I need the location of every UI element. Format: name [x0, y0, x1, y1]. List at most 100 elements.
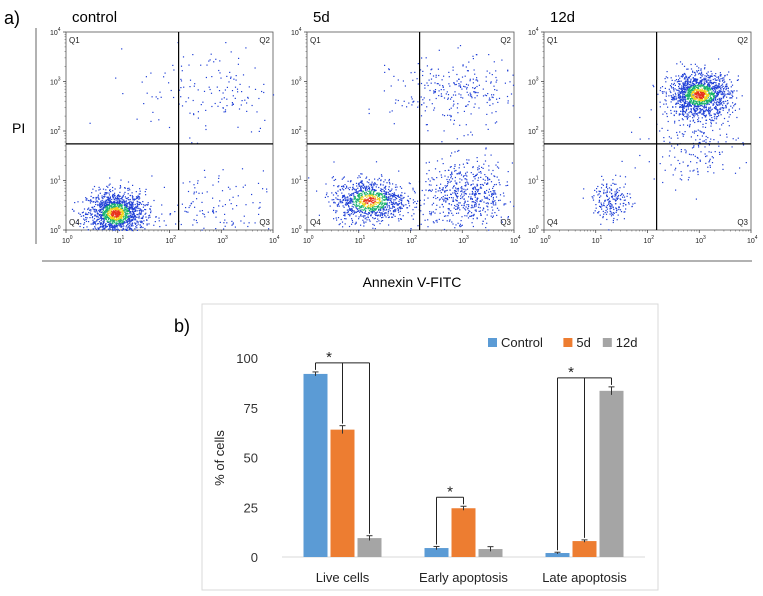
scatter-point	[344, 212, 346, 214]
scatter-point	[115, 225, 117, 227]
scatter-point	[84, 213, 87, 216]
scatter-point	[469, 92, 471, 94]
scatter-point	[675, 110, 677, 112]
scatter-point	[714, 79, 717, 81]
scatter-point	[705, 86, 707, 88]
scatter-point	[341, 200, 343, 202]
scatter-point	[688, 96, 690, 98]
scatter-point	[218, 69, 220, 72]
scatter-point	[85, 220, 88, 222]
scatter-point	[108, 206, 111, 208]
scatter-point	[351, 219, 353, 222]
scatter-point	[374, 213, 376, 215]
scatter-point	[489, 99, 491, 101]
scatter-point	[139, 224, 141, 226]
scatter-point	[106, 221, 108, 223]
scatter-point	[370, 204, 373, 206]
scatter-point	[429, 180, 431, 182]
scatter-point	[380, 204, 383, 206]
scatter-point	[145, 204, 147, 206]
scatter-point	[688, 105, 690, 107]
scatter-point	[112, 220, 114, 222]
scatter-point	[687, 85, 689, 87]
scatter-point	[495, 164, 497, 166]
scatter-point	[114, 222, 116, 224]
scatter-point	[492, 202, 494, 204]
scatter-point	[413, 190, 416, 192]
scatter-point	[210, 92, 213, 94]
scatter-point	[375, 212, 377, 215]
scatter-point	[698, 89, 700, 91]
scatter-point	[378, 203, 380, 205]
scatter-point	[695, 85, 697, 88]
scatter-point	[397, 209, 399, 212]
scatter-point	[707, 86, 709, 89]
scatter-point	[238, 108, 241, 110]
scatter-point	[120, 218, 122, 220]
scatter-point	[382, 210, 384, 212]
scatter-point	[142, 216, 144, 218]
scatter-point	[114, 225, 116, 227]
scatter-point	[720, 99, 722, 101]
scatter-point	[123, 210, 125, 212]
scatter-point	[236, 205, 238, 207]
scatter-point	[701, 117, 703, 119]
scatter-point	[384, 64, 386, 66]
scatter-point	[93, 205, 96, 208]
scatter-point	[232, 208, 234, 210]
scatter-point	[381, 202, 383, 204]
scatter-point	[708, 112, 710, 114]
scatter-point	[449, 174, 452, 176]
scatter-point	[342, 202, 344, 204]
scatter-point	[138, 217, 140, 219]
scatter-point	[131, 206, 133, 208]
scatter-point	[124, 216, 127, 219]
scatter-point	[697, 87, 699, 89]
scatter-point	[388, 209, 390, 211]
scatter-point	[141, 210, 143, 212]
scatter-point	[504, 82, 506, 84]
scatter-point	[664, 87, 666, 89]
scatter-point	[451, 212, 453, 214]
scatter-point	[264, 119, 266, 121]
scatter-point	[138, 196, 140, 198]
scatter-point	[358, 194, 360, 196]
scatter-point	[126, 204, 128, 206]
scatter-point	[479, 210, 481, 212]
scatter-point	[408, 182, 410, 184]
scatter-point	[483, 208, 485, 210]
scatter-point	[372, 217, 374, 219]
scatter-point	[131, 214, 134, 216]
scatter-point	[719, 80, 721, 83]
scatter-point	[389, 195, 391, 197]
scatter-point	[109, 203, 111, 205]
scatter-point	[461, 76, 464, 78]
scatter-point	[106, 199, 108, 202]
scatter-point	[458, 167, 460, 169]
scatter-point	[196, 214, 198, 216]
scatter-point	[383, 194, 385, 197]
scatter-point	[89, 202, 92, 204]
scatter-point	[688, 93, 690, 95]
scatter-point	[686, 113, 688, 115]
scatter-point	[130, 213, 132, 215]
scatter-point	[129, 218, 131, 220]
scatter-point	[699, 72, 701, 74]
scatter-point	[107, 211, 109, 213]
scatter-point	[352, 211, 354, 213]
scatter-point	[710, 89, 712, 91]
scatter-point	[364, 193, 366, 195]
scatter-point	[690, 108, 692, 110]
scatter-point	[393, 206, 396, 208]
scatter-point	[116, 226, 118, 228]
scatter-point	[92, 222, 94, 224]
scatter-point	[115, 220, 117, 222]
scatter-point	[203, 90, 206, 92]
scatter-point	[334, 178, 337, 181]
scatter-point	[109, 226, 111, 228]
scatter-point	[715, 92, 718, 94]
scatter-point	[711, 83, 713, 85]
scatter-point	[487, 202, 489, 204]
scatter-point	[689, 75, 691, 77]
scatter-point	[361, 211, 363, 213]
